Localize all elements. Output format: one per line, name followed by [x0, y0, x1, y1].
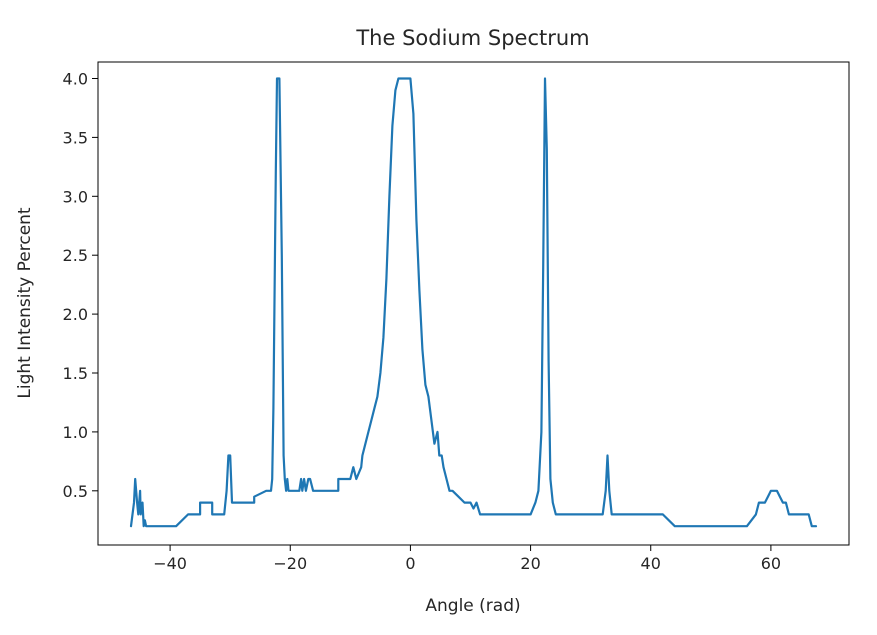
x-tick-label: 20 — [520, 554, 540, 573]
y-tick-label: 2.5 — [63, 246, 88, 265]
y-tick-label: 3.0 — [63, 187, 88, 206]
x-tick-label: 40 — [641, 554, 661, 573]
plot-area — [98, 62, 849, 545]
x-tick-label: 0 — [405, 554, 415, 573]
y-tick-label: 1.0 — [63, 423, 88, 442]
series-line — [129, 77, 818, 528]
x-tick-label: 60 — [761, 554, 781, 573]
x-tick-label: −40 — [153, 554, 187, 573]
y-tick-label: 0.5 — [63, 482, 88, 501]
y-tick-label: 1.5 — [63, 364, 88, 383]
y-tick-label: 2.0 — [63, 305, 88, 324]
plot-frame — [97, 61, 850, 546]
y-tick-label: 3.5 — [63, 128, 88, 147]
x-axis-title: Angle (rad) — [425, 596, 520, 616]
chart-title: The Sodium Spectrum — [355, 26, 589, 50]
x-tick-label: −20 — [273, 554, 307, 573]
y-axis-title: Light Intensity Percent — [15, 207, 35, 399]
y-tick-label: 4.0 — [63, 69, 88, 88]
tick-layer: −40 −20 0 20 40 60 0.5 1.0 1.5 2.0 2.5 3.0 3.5 4.0 — [63, 69, 782, 573]
